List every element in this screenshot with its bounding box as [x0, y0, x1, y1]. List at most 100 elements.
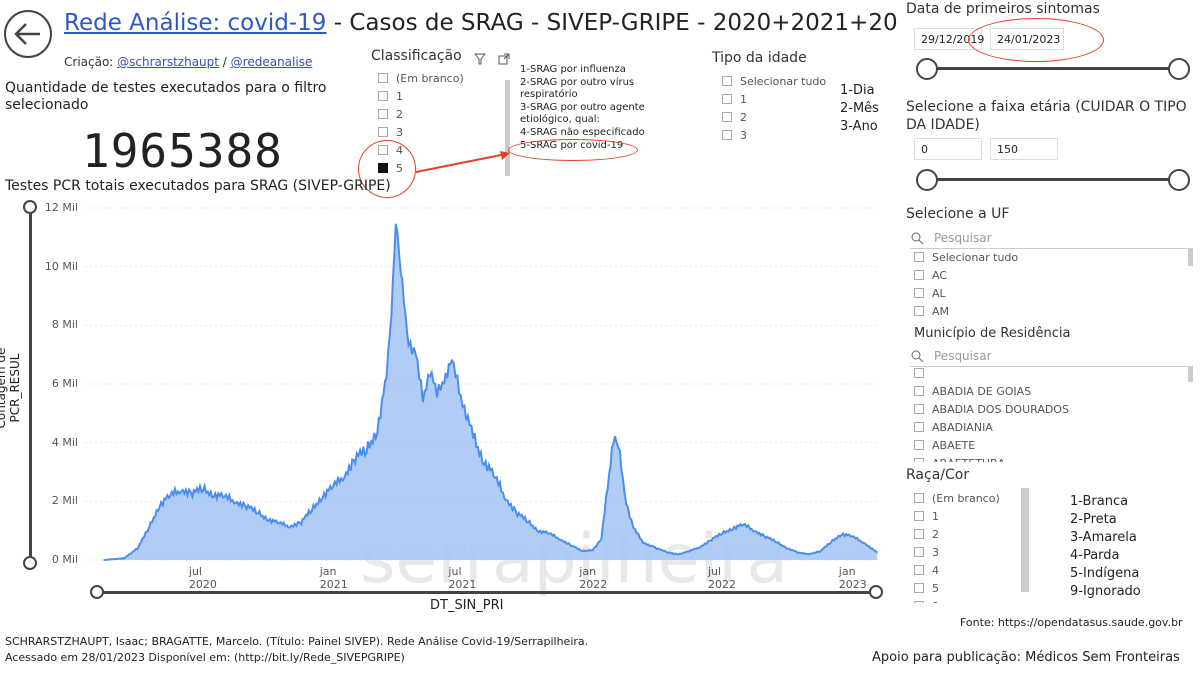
- x-range-slider-right-handle[interactable]: [869, 585, 883, 599]
- age-slider-right-handle[interactable]: [1168, 169, 1190, 191]
- age-slider-left-handle[interactable]: [916, 169, 938, 191]
- highlight-ellipse-option5: [358, 140, 416, 198]
- raca-option[interactable]: 4: [914, 561, 1000, 579]
- focus-mode-icon[interactable]: [498, 53, 510, 65]
- credits-link-author[interactable]: @schrarstzhaupt: [117, 55, 219, 69]
- classificacao-legend-item: 4-SRAG não especificado: [520, 127, 645, 138]
- back-button[interactable]: [4, 10, 52, 58]
- municipio-option[interactable]: ABADIANIA: [914, 418, 1069, 436]
- uf-option[interactable]: AC: [914, 266, 1018, 284]
- uf-options: Selecionar tudo AC AL AM: [914, 248, 1018, 320]
- classificacao-checkbox[interactable]: [378, 127, 388, 137]
- classificacao-scrollbar[interactable]: [505, 80, 510, 176]
- source-note: Fonte: https://opendatasus.saude.gov.br: [960, 616, 1183, 629]
- uf-option[interactable]: AM: [914, 302, 1018, 320]
- date-slider-left-handle[interactable]: [916, 58, 938, 80]
- age-from-input[interactable]: 0: [914, 138, 982, 160]
- raca-checkbox[interactable]: [914, 583, 924, 593]
- raca-note: 1-Branca: [1070, 494, 1129, 509]
- municipio-search[interactable]: Pesquisar: [910, 346, 1190, 367]
- tipo-idade-checkbox[interactable]: [722, 130, 732, 140]
- red-arrow-icon: [415, 151, 510, 173]
- uf-search-placeholder: Pesquisar: [934, 231, 992, 245]
- raca-checkbox[interactable]: [914, 493, 924, 503]
- classificacao-option-label: 1: [396, 89, 403, 103]
- classificacao-title: Classificação: [371, 48, 462, 64]
- uf-scrollbar[interactable]: [1188, 248, 1193, 266]
- raca-option[interactable]: 1: [914, 507, 1000, 525]
- search-icon: [911, 232, 924, 245]
- municipio-options: ABADIA DE GOIAS ABADIA DOS DOURADOS ABADIA…: [914, 364, 1069, 462]
- title-link[interactable]: Rede Análise: covid-19: [64, 10, 327, 36]
- classificacao-checkbox[interactable]: [378, 73, 388, 83]
- municipio-option[interactable]: ABAETETUBA: [914, 454, 1069, 462]
- age-to-input[interactable]: 150: [990, 138, 1058, 160]
- tipo-idade-checkbox[interactable]: [722, 112, 732, 122]
- x-tick-label: jul 2021: [448, 565, 477, 591]
- raca-scrollbar[interactable]: [1021, 488, 1029, 592]
- date-filter-title: Data de primeiros sintomas: [906, 1, 1100, 17]
- classificacao-legend-item: 1-SRAG por influenza: [520, 64, 626, 75]
- tipo-idade-checkbox[interactable]: [722, 76, 732, 86]
- raca-option[interactable]: 2: [914, 525, 1000, 543]
- classificacao-checkbox[interactable]: [378, 91, 388, 101]
- uf-option[interactable]: Selecionar tudo: [914, 248, 1018, 266]
- tipo-idade-option[interactable]: 2: [722, 108, 832, 126]
- raca-note: 4-Parda: [1070, 548, 1120, 563]
- tipo-idade-option[interactable]: 3: [722, 126, 832, 144]
- tipo-idade-options: Selecionar tudo 1 2 3: [722, 72, 832, 144]
- page-title: Rede Análise: covid-19 - Casos de SRAG -…: [64, 10, 927, 36]
- uf-option-label: AL: [932, 286, 946, 300]
- x-range-slider-track: [98, 591, 876, 594]
- classificacao-option[interactable]: (Em branco): [378, 69, 488, 87]
- uf-search[interactable]: Pesquisar: [910, 228, 1190, 249]
- municipio-scrollbar[interactable]: [1188, 366, 1193, 382]
- y-range-slider-top-handle[interactable]: [23, 200, 37, 214]
- municipio-checkbox[interactable]: [914, 386, 924, 396]
- arrow-left-icon: [14, 23, 40, 45]
- uf-option[interactable]: AL: [914, 284, 1018, 302]
- raca-option[interactable]: (Em branco): [914, 489, 1000, 507]
- municipio-checkbox[interactable]: [914, 404, 924, 414]
- classificacao-option[interactable]: 2: [378, 105, 488, 123]
- raca-option[interactable]: 9: [914, 597, 1000, 603]
- y-range-slider-bottom-handle[interactable]: [23, 556, 37, 570]
- classificacao-option[interactable]: 1: [378, 87, 488, 105]
- uf-checkbox[interactable]: [914, 306, 924, 316]
- search-icon: [911, 350, 924, 363]
- raca-checkbox[interactable]: [914, 547, 924, 557]
- municipio-option[interactable]: ABAETE: [914, 436, 1069, 454]
- x-range-slider-left-handle[interactable]: [90, 585, 104, 599]
- raca-options: (Em branco) 1 2 3 4 5 9: [914, 489, 1000, 603]
- uf-checkbox[interactable]: [914, 270, 924, 280]
- classificacao-option[interactable]: 3: [378, 123, 488, 141]
- x-tick-label: jan 2023: [838, 565, 867, 591]
- raca-option[interactable]: 3: [914, 543, 1000, 561]
- x-axis-label: DT_SIN_PRI: [430, 598, 504, 613]
- tipo-idade-checkbox[interactable]: [722, 94, 732, 104]
- tipo-idade-option[interactable]: 1: [722, 90, 832, 108]
- raca-checkbox[interactable]: [914, 601, 924, 603]
- municipio-checkbox[interactable]: [914, 422, 924, 432]
- credits-link-rede[interactable]: @redeanalise: [230, 55, 313, 69]
- municipio-checkbox[interactable]: [914, 458, 924, 462]
- municipio-option[interactable]: ABADIA DOS DOURADOS: [914, 400, 1069, 418]
- classificacao-checkbox[interactable]: [378, 109, 388, 119]
- kpi-label: Quantidade de testes executados para o f…: [5, 80, 327, 113]
- raca-option[interactable]: 5: [914, 579, 1000, 597]
- municipio-checkbox[interactable]: [914, 368, 924, 378]
- tipo-idade-option[interactable]: Selecionar tudo: [722, 72, 832, 90]
- municipio-checkbox[interactable]: [914, 440, 924, 450]
- series-area: [103, 223, 878, 561]
- uf-checkbox[interactable]: [914, 288, 924, 298]
- classificacao-option-label: 2: [396, 107, 403, 121]
- filter-icon[interactable]: [474, 53, 486, 65]
- raca-checkbox[interactable]: [914, 565, 924, 575]
- municipio-option[interactable]: ABADIA DE GOIAS: [914, 382, 1069, 400]
- date-slider-right-handle[interactable]: [1168, 58, 1190, 80]
- raca-checkbox[interactable]: [914, 511, 924, 521]
- raca-checkbox[interactable]: [914, 529, 924, 539]
- municipio-option[interactable]: [914, 364, 1069, 382]
- uf-checkbox[interactable]: [914, 252, 924, 262]
- classificacao-option-label: (Em branco): [396, 71, 464, 85]
